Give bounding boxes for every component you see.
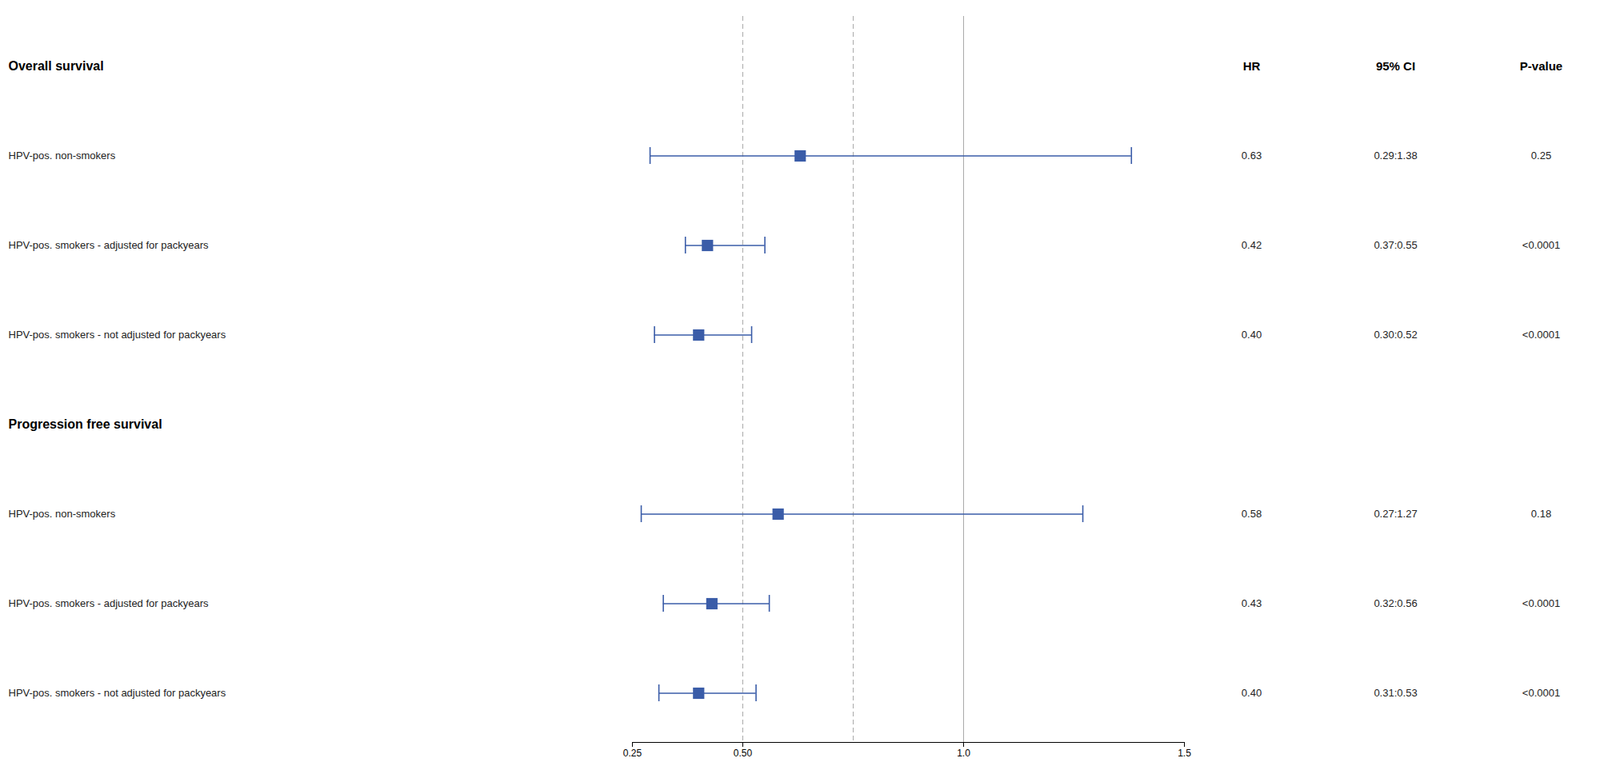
svg-text:0.42: 0.42 bbox=[1241, 239, 1262, 252]
svg-text:0.30:0.52: 0.30:0.52 bbox=[1373, 328, 1417, 341]
svg-text:<0.0001: <0.0001 bbox=[1522, 597, 1560, 610]
svg-text:0.25: 0.25 bbox=[1531, 149, 1552, 162]
svg-text:0.18: 0.18 bbox=[1531, 508, 1552, 520]
svg-text:HR: HR bbox=[1243, 59, 1261, 73]
svg-text:HPV-pos. non-smokers: HPV-pos. non-smokers bbox=[8, 149, 116, 162]
svg-text:1.0: 1.0 bbox=[956, 748, 971, 760]
svg-text:<0.0001: <0.0001 bbox=[1522, 687, 1560, 700]
svg-text:0.43: 0.43 bbox=[1241, 597, 1262, 610]
svg-text:0.31:0.53: 0.31:0.53 bbox=[1373, 687, 1417, 700]
svg-text:0.40: 0.40 bbox=[1241, 328, 1262, 341]
svg-text:HPV-pos. smokers - not adjuste: HPV-pos. smokers - not adjusted for pack… bbox=[8, 687, 227, 700]
svg-text:0.58: 0.58 bbox=[1241, 508, 1262, 520]
svg-text:0.25: 0.25 bbox=[623, 748, 643, 760]
svg-text:P-value: P-value bbox=[1520, 59, 1563, 73]
svg-text:95% CI: 95% CI bbox=[1376, 59, 1416, 73]
svg-text:HPV-pos. smokers - adjusted fo: HPV-pos. smokers - adjusted for packyear… bbox=[8, 239, 209, 252]
svg-text:0.29:1.38: 0.29:1.38 bbox=[1373, 149, 1417, 162]
svg-text:Overall survival: Overall survival bbox=[8, 59, 104, 73]
svg-text:0.37:0.55: 0.37:0.55 bbox=[1373, 239, 1417, 252]
svg-text:<0.0001: <0.0001 bbox=[1522, 239, 1560, 252]
svg-text:0.50: 0.50 bbox=[733, 748, 753, 760]
svg-text:0.27:1.27: 0.27:1.27 bbox=[1373, 508, 1417, 520]
svg-text:0.32:0.56: 0.32:0.56 bbox=[1373, 597, 1417, 610]
svg-text:HPV-pos. smokers - adjusted fo: HPV-pos. smokers - adjusted for packyear… bbox=[8, 597, 209, 610]
svg-text:HPV-pos. smokers - not adjuste: HPV-pos. smokers - not adjusted for pack… bbox=[8, 328, 227, 341]
svg-text:HPV-pos. non-smokers: HPV-pos. non-smokers bbox=[8, 508, 116, 520]
svg-text:0.40: 0.40 bbox=[1241, 687, 1262, 700]
svg-text:0.63: 0.63 bbox=[1241, 149, 1262, 162]
svg-text:Progression free survival: Progression free survival bbox=[8, 417, 163, 432]
svg-text:<0.0001: <0.0001 bbox=[1522, 328, 1560, 341]
svg-text:1.5: 1.5 bbox=[1177, 748, 1192, 760]
